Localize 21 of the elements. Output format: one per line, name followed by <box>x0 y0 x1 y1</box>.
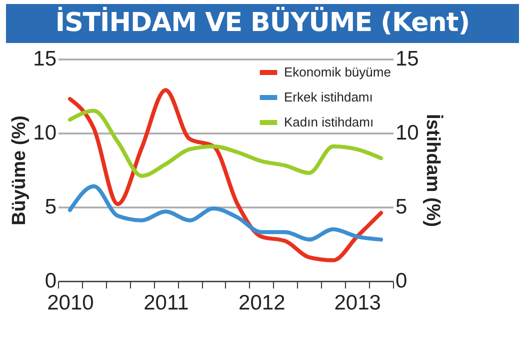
legend-label: Erkek istihdamı <box>284 90 373 104</box>
y-tick-label: 5 <box>44 196 56 218</box>
x-tick-label: 2010 <box>47 292 94 314</box>
x-tick-label: 2013 <box>334 292 381 314</box>
y-tick-label: 10 <box>33 122 56 144</box>
y2-tick-label: 0 <box>396 270 408 292</box>
line-series <box>68 88 384 262</box>
line-series <box>68 184 384 242</box>
y2-axis-title: İstihdam (%) <box>422 114 444 227</box>
legend-label: Ekonomik büyüme <box>284 64 391 80</box>
y-tick-label: 15 <box>33 48 56 70</box>
legend-label: Kadın istihdamı <box>284 114 374 130</box>
x-tick-label: 2012 <box>238 292 286 314</box>
y-axis-title: Büyüme (%) <box>9 116 30 226</box>
line-series <box>68 108 384 178</box>
y-tick-label: 0 <box>44 270 56 292</box>
y2-tick-label: 10 <box>396 122 419 144</box>
y2-tick-label: 5 <box>396 196 408 218</box>
x-tick-label: 2011 <box>144 292 189 314</box>
chart-title: İSTİHDAM VE BÜYÜME (Kent) <box>6 4 519 43</box>
y2-tick-label: 15 <box>396 48 419 70</box>
